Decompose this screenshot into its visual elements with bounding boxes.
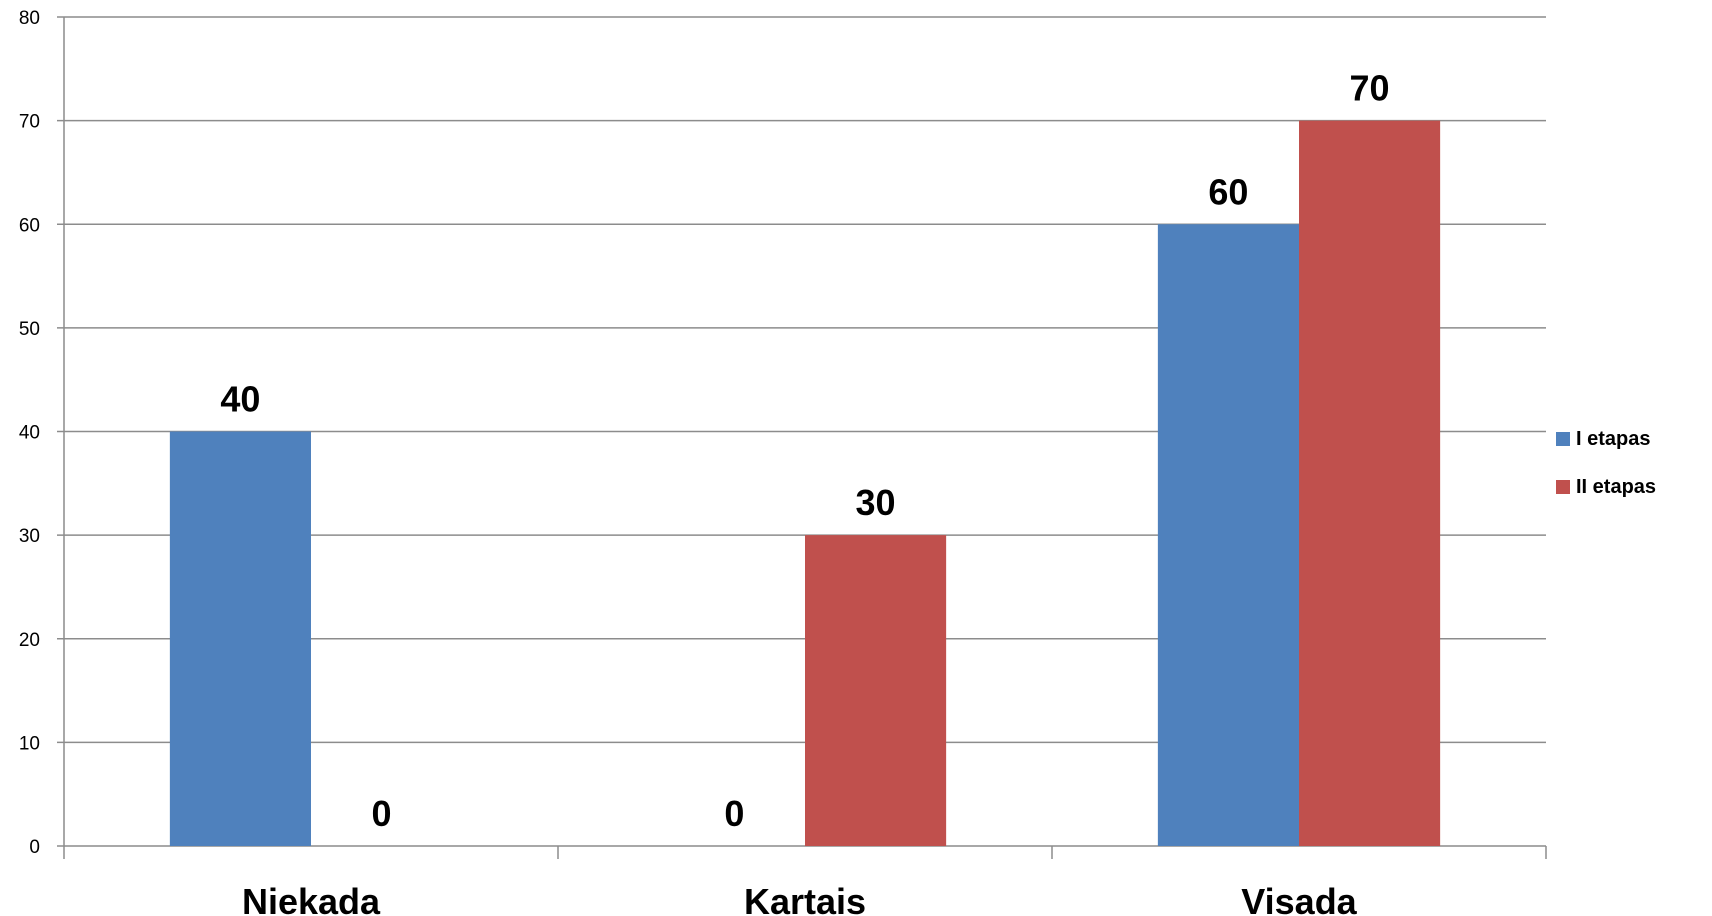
- legend-label-series-1: I etapas: [1576, 427, 1651, 450]
- y-tick-label: 20: [19, 630, 40, 651]
- y-tick-label: 70: [19, 112, 40, 133]
- legend-swatch-series-1: [1556, 432, 1570, 446]
- legend-label-series-2: II etapas: [1576, 475, 1657, 498]
- bar-1-visada: [1157, 224, 1299, 846]
- x-tick-label-visada: Visada: [1241, 881, 1357, 916]
- chart-legend: I etapas II etapas: [1556, 428, 1706, 524]
- x-tick-label-niekada: Niekada: [242, 881, 381, 916]
- y-tick-label: 0: [29, 837, 40, 858]
- data-label: 60: [1208, 171, 1248, 212]
- data-label: 0: [372, 793, 392, 834]
- data-label: 40: [220, 379, 260, 420]
- y-tick-label: 80: [19, 8, 40, 29]
- bar-2-kartais: [805, 535, 947, 846]
- x-tick-label-kartais: Kartais: [744, 881, 866, 916]
- bar-2-visada: [1299, 120, 1441, 846]
- bar-1-niekada: [169, 431, 311, 846]
- y-tick-label: 60: [19, 215, 40, 236]
- legend-swatch-series-2: [1556, 480, 1570, 494]
- y-tick-label: 40: [19, 423, 40, 444]
- y-tick-label: 30: [19, 526, 40, 547]
- data-label: 0: [724, 793, 744, 834]
- legend-item-series-1: I etapas: [1556, 428, 1706, 450]
- legend-item-series-2: II etapas: [1556, 476, 1706, 498]
- data-label: 30: [856, 482, 896, 523]
- y-tick-label: 50: [19, 319, 40, 340]
- data-label: 70: [1350, 68, 1390, 109]
- y-tick-label: 10: [19, 733, 40, 754]
